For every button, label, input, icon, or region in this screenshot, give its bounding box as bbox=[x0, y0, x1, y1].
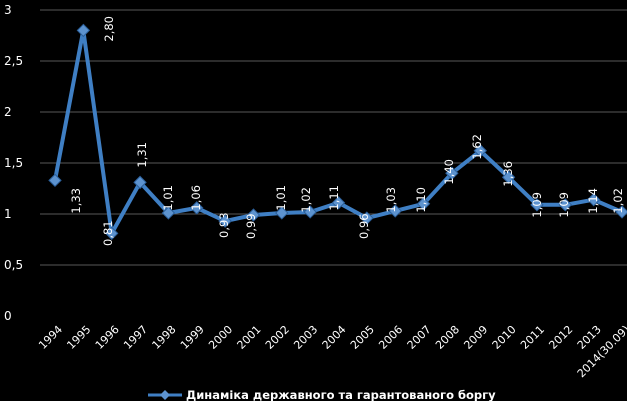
data-label: 1,14 bbox=[586, 188, 600, 214]
grid bbox=[40, 9, 627, 266]
y-tick-label: 2,5 bbox=[4, 54, 23, 68]
data-point bbox=[530, 198, 544, 212]
data-point bbox=[104, 226, 119, 241]
data-label: 1,01 bbox=[161, 185, 175, 211]
data-point bbox=[303, 205, 317, 219]
x-axis: 1994 1995 1996 1997 1998 1999 2000 2001 2002 2003… bbox=[36, 323, 627, 380]
data-label: 0,81 bbox=[101, 220, 115, 246]
x-tick-label: 2006 bbox=[376, 323, 405, 352]
x-tick-label: 2010 bbox=[490, 323, 519, 352]
data-point bbox=[586, 193, 601, 207]
data-label: 0,96 bbox=[357, 213, 371, 239]
data-label: 1,09 bbox=[530, 192, 544, 218]
data-point bbox=[218, 214, 232, 228]
x-tick-label: 2005 bbox=[348, 323, 377, 352]
data-label: 1,09 bbox=[557, 192, 571, 218]
data-label: 1,33 bbox=[69, 188, 83, 214]
data-point bbox=[76, 23, 91, 38]
data-point bbox=[48, 173, 62, 188]
y-tick-label: 0 bbox=[4, 309, 12, 323]
data-label: 1,40 bbox=[442, 159, 456, 185]
x-tick-label: 2011 bbox=[518, 323, 547, 352]
data-label: 1,31 bbox=[135, 142, 149, 168]
x-tick-label: 2012 bbox=[546, 323, 575, 352]
x-tick-label: 1995 bbox=[64, 323, 93, 352]
y-tick-label: 0,5 bbox=[4, 258, 23, 272]
data-point bbox=[275, 206, 289, 220]
x-tick-label: 2007 bbox=[405, 323, 434, 352]
data-point bbox=[161, 206, 176, 220]
x-tick-label: 1996 bbox=[93, 323, 122, 352]
data-point bbox=[445, 166, 459, 180]
data-label: 1,01 bbox=[274, 185, 288, 211]
x-tick-label: 1994 bbox=[36, 323, 65, 352]
markers bbox=[48, 23, 627, 241]
data-label: 1,02 bbox=[299, 187, 313, 213]
data-label: 1,06 bbox=[189, 185, 203, 211]
data-label: 1,36 bbox=[501, 161, 515, 187]
data-point bbox=[246, 208, 261, 222]
data-label: 0,93 bbox=[217, 212, 231, 238]
data-label: 2,80 bbox=[102, 16, 116, 42]
data-labels: 1,33 2,80 0,81 1,31 1,01 1,06 0,93 0,99 1,01 1,02… bbox=[69, 16, 625, 246]
y-tick-label: 3 bbox=[4, 3, 12, 17]
x-tick-label: 2009 bbox=[461, 323, 490, 352]
data-label: 0,99 bbox=[244, 213, 258, 239]
x-tick-label: 2004 bbox=[320, 323, 349, 352]
data-label: 1,62 bbox=[470, 134, 484, 160]
y-axis: 0 0,5 1 1,5 2 2,5 3 bbox=[4, 3, 23, 323]
data-point bbox=[388, 204, 402, 218]
x-tick-label: 2003 bbox=[291, 323, 320, 352]
legend-marker bbox=[160, 390, 170, 400]
x-tick-label: 1999 bbox=[178, 323, 207, 352]
data-point bbox=[133, 175, 147, 190]
x-tick-label: 2002 bbox=[263, 323, 292, 352]
x-tick-label: 2008 bbox=[433, 323, 462, 352]
y-tick-label: 1,5 bbox=[4, 156, 23, 170]
data-label: 1,03 bbox=[384, 187, 398, 213]
x-tick-label: 2001 bbox=[235, 323, 264, 352]
data-point bbox=[416, 197, 431, 211]
data-point bbox=[615, 205, 627, 219]
x-tick-label: 1997 bbox=[121, 323, 150, 352]
data-point bbox=[190, 201, 204, 215]
data-point bbox=[331, 196, 346, 210]
legend: Динаміка державного та гарантованого бор… bbox=[148, 388, 496, 401]
data-label: 1,02 bbox=[611, 188, 625, 214]
x-tick-label: 2000 bbox=[206, 323, 235, 352]
data-label: 1,10 bbox=[414, 187, 428, 213]
data-point bbox=[558, 198, 573, 212]
y-tick-label: 1 bbox=[4, 207, 12, 221]
y-tick-label: 2 bbox=[4, 105, 12, 119]
data-label: 1,11 bbox=[327, 185, 341, 211]
x-tick-label: 1998 bbox=[150, 323, 179, 352]
data-point bbox=[360, 211, 374, 225]
data-point bbox=[473, 144, 487, 158]
legend-label: Динаміка державного та гарантованого бор… bbox=[186, 388, 496, 401]
data-point bbox=[501, 170, 516, 184]
